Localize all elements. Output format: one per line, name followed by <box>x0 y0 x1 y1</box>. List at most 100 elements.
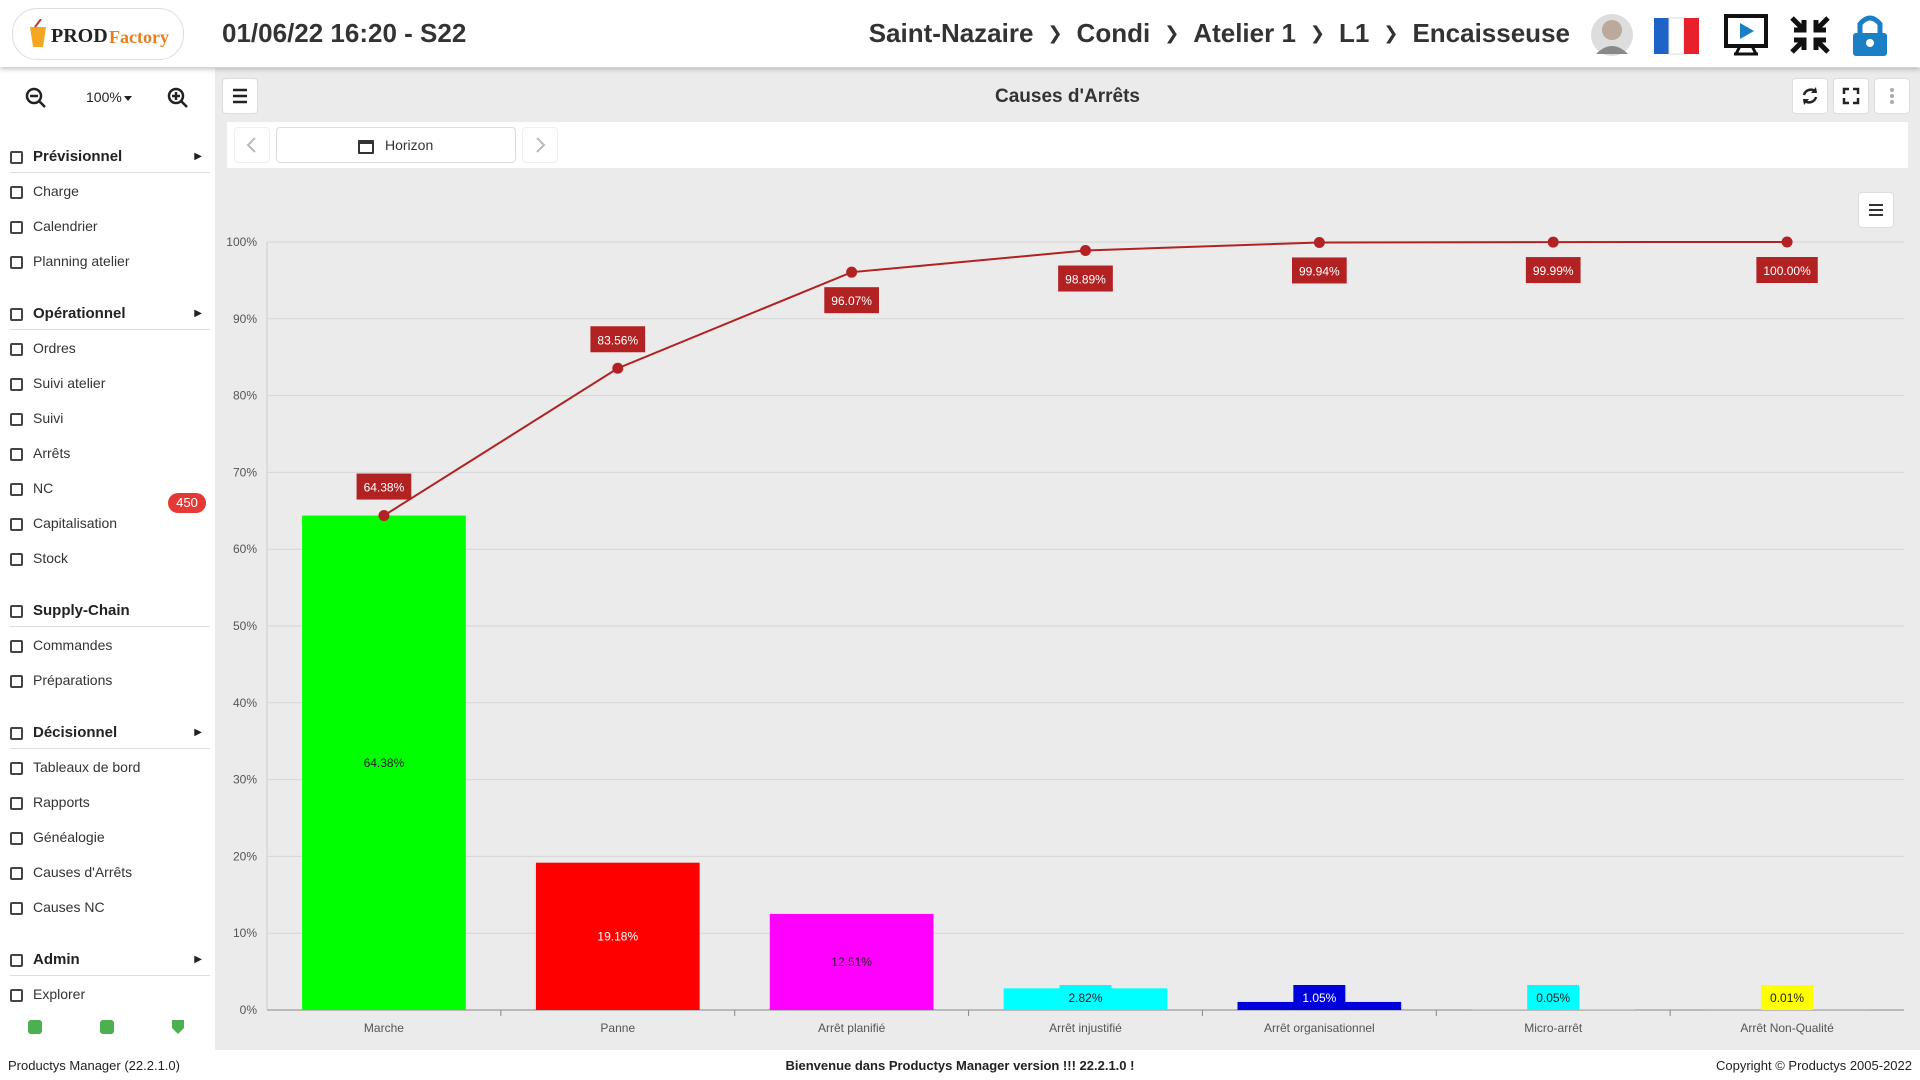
datetime: 01/06/22 16:20 - S22 <box>222 18 467 48</box>
y-tick-label: 60% <box>233 542 257 556</box>
nav-item-label: Préparations <box>33 672 113 688</box>
status-icons <box>28 1020 184 1034</box>
avatar[interactable] <box>1591 14 1633 56</box>
fullscreen-button[interactable] <box>1833 78 1869 114</box>
refresh-icon <box>1802 87 1818 105</box>
collapse-button[interactable] <box>1790 16 1830 54</box>
horizon-selector[interactable]: Horizon <box>276 127 516 163</box>
nav-item[interactable]: Arrêts <box>10 439 70 467</box>
menu-toggle[interactable] <box>222 78 258 114</box>
more-icon <box>1890 88 1894 104</box>
bar-value-label: 0.05% <box>1536 991 1570 1005</box>
nav-item[interactable]: Suivi atelier <box>10 369 105 397</box>
nav-item-label: Généalogie <box>33 829 105 845</box>
nav-item-icon <box>10 902 23 915</box>
nav-item[interactable]: Explorer <box>10 980 85 1008</box>
nav-section-arrow: ▶ <box>194 308 202 319</box>
nav-section-arrow: ▶ <box>194 727 202 738</box>
nav-item-label: Ordres <box>33 340 76 356</box>
main-panel: Causes d'Arrêts Horizon 0% 10% 20% 30% 40% 50… <box>215 68 1920 1050</box>
nav-section[interactable]: Supply-Chain <box>10 596 210 627</box>
nav-item[interactable]: Ordres <box>10 334 76 362</box>
nav-item[interactable]: Stock <box>10 544 68 572</box>
logo-prod: PROD <box>51 25 108 47</box>
breadcrumb-separator: ❯ <box>1164 23 1180 43</box>
chart-menu[interactable] <box>1858 192 1894 228</box>
breadcrumb-item[interactable]: Atelier 1 <box>1193 18 1296 48</box>
nav-section[interactable]: Décisionnel ▶ <box>10 718 210 749</box>
pareto-value-label: 100.00% <box>1763 264 1811 278</box>
nav-item-label: Tableaux de bord <box>33 759 141 775</box>
nav-item[interactable]: Causes NC <box>10 893 105 921</box>
x-tick-label: Panne <box>600 1021 635 1035</box>
more-button[interactable] <box>1874 78 1910 114</box>
pareto-label-box <box>1756 257 1818 283</box>
nav-section[interactable]: Prévisionnel ▶ <box>10 142 210 173</box>
breadcrumb-item[interactable]: Condi <box>1076 18 1151 48</box>
y-tick-label: 0% <box>240 1003 258 1017</box>
display-button[interactable] <box>1724 14 1768 56</box>
nav-item-icon <box>10 675 23 688</box>
breadcrumb-item[interactable]: Encaisseuse <box>1412 18 1570 48</box>
pareto-label: 83.56% <box>590 326 646 353</box>
nav-section[interactable]: Opérationnel ▶ <box>10 299 210 330</box>
x-tick-label: Marche <box>364 1021 404 1035</box>
bar-value-label-box <box>1293 985 1346 1010</box>
calendar-icon <box>358 140 374 154</box>
nav-item-label: Causes d'Arrêts <box>33 864 133 880</box>
breadcrumb-item[interactable]: Saint-Nazaire <box>868 18 1034 48</box>
nav-item[interactable]: Rapports <box>10 788 90 816</box>
nav-section-title: Prévisionnel <box>33 148 123 165</box>
header: PROD Factory 01/06/22 16:20 - S22 Saint-… <box>0 0 1920 67</box>
nav-item-icon <box>10 256 23 269</box>
refresh-button[interactable] <box>1792 78 1828 114</box>
zoom-caret <box>124 96 132 101</box>
x-tick-label: Arrêt Non-Qualité <box>1740 1021 1834 1035</box>
bar <box>769 913 934 1010</box>
nav-item[interactable]: Charge <box>10 177 79 205</box>
pareto-value-label: 99.99% <box>1533 264 1574 278</box>
nav-item[interactable]: Commandes <box>10 631 112 659</box>
y-tick-label: 20% <box>233 849 257 863</box>
bar-value-label: 2.82% <box>1068 991 1102 1005</box>
nav-item[interactable]: Planning atelier <box>10 247 130 275</box>
status-plug[interactable] <box>172 1020 184 1034</box>
lock-button[interactable] <box>1853 15 1887 56</box>
horizon-label: Horizon <box>385 137 434 153</box>
nav-item-label: Causes NC <box>33 899 105 915</box>
prev-button[interactable] <box>234 127 270 163</box>
zoom-level[interactable]: 100% <box>86 89 122 105</box>
pareto-point <box>1080 245 1091 257</box>
nav-item[interactable]: Préparations <box>10 666 112 694</box>
nav-item[interactable]: Généalogie <box>10 823 105 851</box>
nav-section[interactable]: Admin ▶ <box>10 945 210 976</box>
language-flag[interactable] <box>1654 17 1699 55</box>
nav-item[interactable]: NC <box>10 474 53 502</box>
y-tick-label: 10% <box>233 926 257 940</box>
status-db[interactable] <box>28 1020 42 1034</box>
nav-item[interactable]: Tableaux de bord <box>10 753 140 781</box>
nav-section-icon <box>10 308 23 321</box>
logo[interactable]: PROD Factory <box>12 8 184 60</box>
arrets-badge: 450 <box>168 493 206 513</box>
nav-section-icon <box>10 727 23 740</box>
nav-item[interactable]: Suivi <box>10 404 63 432</box>
footer: Productys Manager (22.2.1.0) Bienvenue d… <box>0 1050 1920 1080</box>
next-button[interactable] <box>522 127 558 163</box>
pareto-label-box <box>1058 265 1113 292</box>
nav-item-icon <box>10 343 23 356</box>
nav-item[interactable]: Capitalisation <box>10 509 117 537</box>
logo-icon <box>30 19 46 47</box>
breadcrumb-item[interactable]: L1 <box>1339 18 1370 48</box>
panel-title: Causes d'Arrêts <box>995 86 1140 107</box>
zoom-out[interactable] <box>25 87 46 108</box>
pareto-point <box>1781 236 1793 248</box>
bar-value-label: 0.01% <box>1770 991 1804 1005</box>
zoom-in[interactable] <box>167 87 188 108</box>
status-server[interactable] <box>100 1020 114 1034</box>
breadcrumb-separator: ❯ <box>1309 23 1325 43</box>
nav-item[interactable]: Calendrier <box>10 212 98 240</box>
nav-item[interactable]: Causes d'Arrêts <box>10 858 132 886</box>
sidebar: 100% Prévisionnel ▶ Charge Calendrier Planni… <box>0 68 215 1050</box>
